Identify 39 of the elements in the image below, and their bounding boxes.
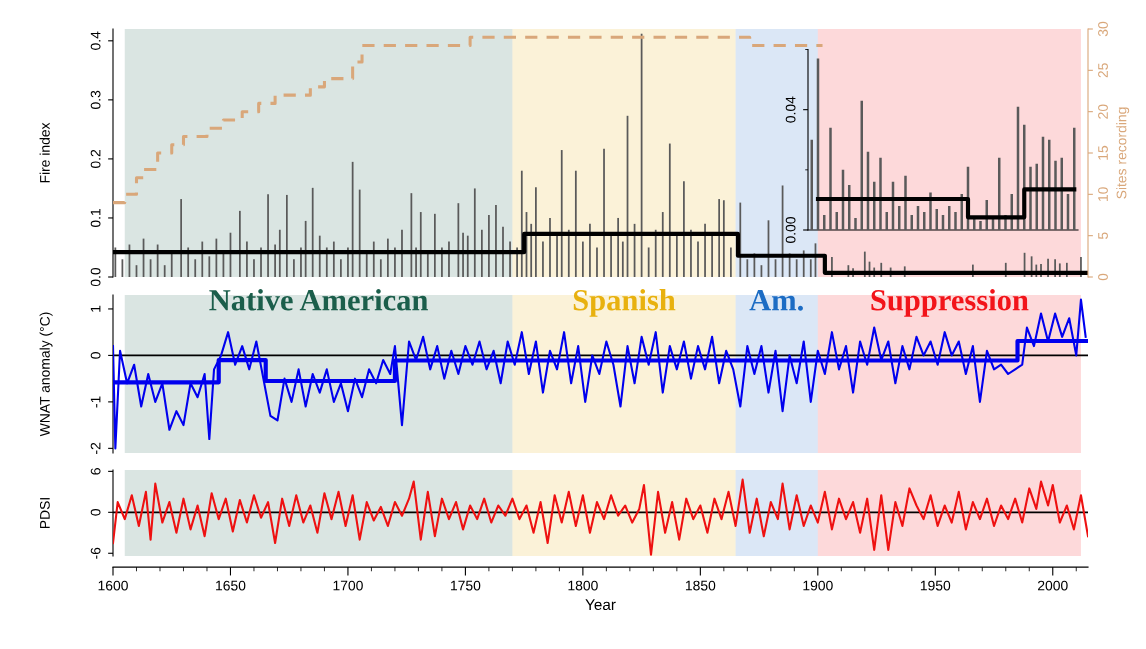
x-tick-label: 1950 <box>920 580 951 591</box>
y-tick-label: 0.3 <box>90 90 101 109</box>
y2-tick-label: 30 <box>1098 21 1108 37</box>
x-tick-label: 1650 <box>216 580 246 591</box>
band-label: Suppression <box>871 289 1029 317</box>
y2-tick-label: 15 <box>1098 145 1108 160</box>
y-tick-label: 1 <box>90 305 101 312</box>
y2-axis-title: Sites recording <box>1116 107 1130 199</box>
y-tick-label: -1 <box>90 396 101 408</box>
x-axis-title: Year <box>585 599 616 611</box>
y-tick-label: 0 <box>90 509 101 516</box>
x-tick-label: 1600 <box>98 580 128 591</box>
y-tick-label: 0.04 <box>785 96 796 123</box>
y-tick-label: -6 <box>90 547 101 559</box>
y2-tick-label: 25 <box>1098 63 1108 78</box>
x-tick-label: 1900 <box>803 580 833 591</box>
y2-tick-label: 0 <box>1098 273 1108 281</box>
y-tick-label: 0.00 <box>785 217 796 243</box>
y2-tick-label: 10 <box>1098 187 1108 201</box>
y-tick-label: 6 <box>90 468 101 475</box>
y-tick-label: 0 <box>90 352 101 359</box>
band-label: Am. <box>749 290 803 311</box>
band-label: Spanish <box>573 289 676 317</box>
x-tick-label: 1750 <box>451 580 481 591</box>
y-tick-label: 0.0 <box>90 267 101 287</box>
y-tick-label: 0.1 <box>90 208 101 228</box>
x-tick-label: 1700 <box>333 580 363 591</box>
x-tick-label: 1850 <box>685 580 716 591</box>
x-tick-label: 2000 <box>1038 580 1068 591</box>
y-axis-title: WNAT anomaly (°C) <box>39 312 53 437</box>
y2-tick-label: 5 <box>1098 232 1108 239</box>
y-tick-label: 0.2 <box>90 149 101 169</box>
y-tick-label: -2 <box>90 442 101 454</box>
y-axis-title: Fire index <box>39 122 50 183</box>
y-axis-title: PDSI <box>39 498 50 529</box>
band-label: Native American <box>209 289 428 311</box>
x-tick-label: 1800 <box>568 580 598 591</box>
y-tick-label: 0.4 <box>90 31 101 50</box>
y2-tick-label: 20 <box>1098 104 1108 119</box>
